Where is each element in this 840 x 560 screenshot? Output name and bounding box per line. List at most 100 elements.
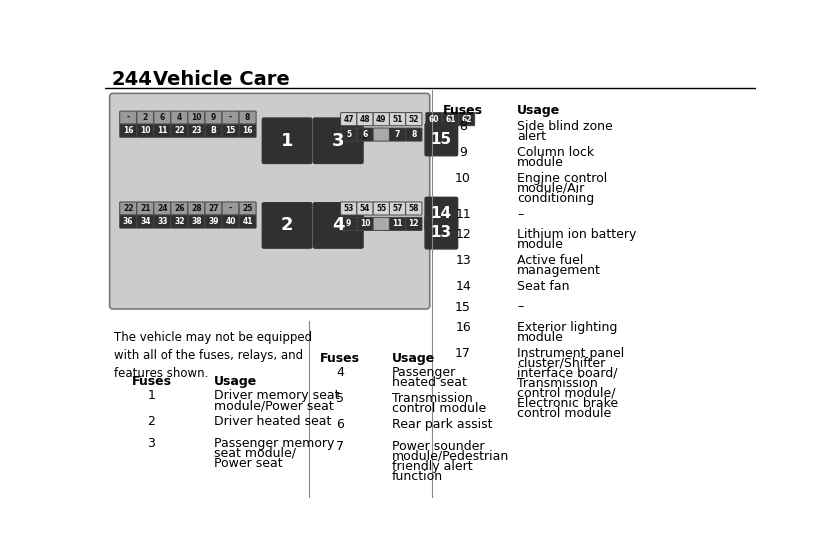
Text: 52: 52 xyxy=(408,115,419,124)
Text: 15: 15 xyxy=(431,132,452,147)
Text: conditioning: conditioning xyxy=(517,192,595,205)
FancyBboxPatch shape xyxy=(357,128,373,141)
FancyBboxPatch shape xyxy=(205,111,222,124)
Text: Passenger: Passenger xyxy=(391,366,456,379)
Text: 3: 3 xyxy=(332,132,344,150)
Text: 58: 58 xyxy=(408,204,419,213)
FancyBboxPatch shape xyxy=(120,111,137,124)
Text: Usage: Usage xyxy=(517,104,560,117)
Text: Vehicle Care: Vehicle Care xyxy=(153,70,290,89)
Text: 14: 14 xyxy=(455,281,471,293)
FancyBboxPatch shape xyxy=(188,111,205,124)
FancyBboxPatch shape xyxy=(171,215,188,228)
FancyBboxPatch shape xyxy=(390,202,406,215)
Text: 62: 62 xyxy=(461,115,472,124)
Text: Fuses: Fuses xyxy=(320,352,360,365)
FancyBboxPatch shape xyxy=(188,202,205,215)
Text: 36: 36 xyxy=(123,217,134,226)
Text: 244: 244 xyxy=(111,70,152,89)
Text: 5: 5 xyxy=(336,392,344,405)
FancyBboxPatch shape xyxy=(239,124,256,137)
Text: 4: 4 xyxy=(336,366,344,379)
FancyBboxPatch shape xyxy=(357,202,373,215)
Text: –: – xyxy=(517,301,523,314)
Text: 23: 23 xyxy=(192,126,202,135)
Text: control module: control module xyxy=(391,402,486,415)
Text: 43: 43 xyxy=(364,131,369,139)
Text: Engine control: Engine control xyxy=(517,172,607,185)
Text: 9: 9 xyxy=(346,220,351,228)
Text: 49: 49 xyxy=(376,115,386,124)
FancyBboxPatch shape xyxy=(340,217,357,230)
FancyBboxPatch shape xyxy=(222,202,239,215)
Text: -: - xyxy=(229,113,232,122)
FancyBboxPatch shape xyxy=(120,124,137,137)
FancyBboxPatch shape xyxy=(313,118,363,164)
Text: 7: 7 xyxy=(336,440,344,453)
Text: 32: 32 xyxy=(174,217,185,226)
Text: 16: 16 xyxy=(243,126,253,135)
Text: 47: 47 xyxy=(344,115,354,124)
FancyBboxPatch shape xyxy=(390,217,406,230)
FancyBboxPatch shape xyxy=(205,124,222,137)
FancyBboxPatch shape xyxy=(262,203,312,248)
Text: 53: 53 xyxy=(344,204,354,213)
Text: -: - xyxy=(229,204,232,213)
FancyBboxPatch shape xyxy=(357,113,373,125)
Text: Lithium ion battery: Lithium ion battery xyxy=(517,228,637,241)
Text: 28: 28 xyxy=(192,204,202,213)
Text: interface board/: interface board/ xyxy=(517,367,617,380)
Text: 7: 7 xyxy=(395,130,400,139)
Text: friendly alert: friendly alert xyxy=(391,460,472,473)
FancyBboxPatch shape xyxy=(154,111,171,124)
Text: 2: 2 xyxy=(143,113,148,122)
Text: 27: 27 xyxy=(208,204,218,213)
Text: module/Pedestrian: module/Pedestrian xyxy=(391,450,509,463)
FancyBboxPatch shape xyxy=(373,128,390,141)
Text: 38: 38 xyxy=(192,217,202,226)
Text: module: module xyxy=(517,156,564,169)
Text: Usage: Usage xyxy=(213,375,257,388)
FancyBboxPatch shape xyxy=(262,118,312,164)
Text: Power sounder: Power sounder xyxy=(391,440,484,453)
Text: 8: 8 xyxy=(459,119,467,133)
FancyBboxPatch shape xyxy=(137,215,154,228)
FancyBboxPatch shape xyxy=(222,111,239,124)
FancyBboxPatch shape xyxy=(137,111,154,124)
Text: cluster/Shifter: cluster/Shifter xyxy=(517,357,606,370)
FancyBboxPatch shape xyxy=(357,217,373,230)
FancyBboxPatch shape xyxy=(154,124,171,137)
FancyBboxPatch shape xyxy=(426,113,442,125)
Text: 24: 24 xyxy=(157,204,168,213)
Text: module/Air: module/Air xyxy=(517,182,585,195)
Text: heated seat: heated seat xyxy=(391,376,467,389)
FancyBboxPatch shape xyxy=(406,113,422,125)
Text: 10: 10 xyxy=(360,220,370,228)
Text: Transmission: Transmission xyxy=(517,377,598,390)
FancyBboxPatch shape xyxy=(425,123,458,156)
Text: 41: 41 xyxy=(243,217,253,226)
Text: 21: 21 xyxy=(140,204,150,213)
Text: Side blind zone: Side blind zone xyxy=(517,119,613,133)
Text: 60: 60 xyxy=(428,115,439,124)
Text: 2: 2 xyxy=(281,216,293,235)
Text: 25: 25 xyxy=(243,204,253,213)
FancyBboxPatch shape xyxy=(373,217,390,230)
FancyBboxPatch shape xyxy=(171,111,188,124)
Text: Fuses: Fuses xyxy=(443,104,483,117)
Text: 39: 39 xyxy=(208,217,218,226)
Text: Passenger memory: Passenger memory xyxy=(213,437,333,450)
Text: module: module xyxy=(517,330,564,343)
Text: 10: 10 xyxy=(192,113,202,122)
Text: 6: 6 xyxy=(336,418,344,431)
FancyBboxPatch shape xyxy=(373,113,390,125)
FancyBboxPatch shape xyxy=(390,113,406,125)
Text: 13: 13 xyxy=(455,254,471,267)
Text: function: function xyxy=(391,470,443,483)
Text: 4: 4 xyxy=(176,113,182,122)
Text: 3: 3 xyxy=(148,437,155,450)
Text: Fuses: Fuses xyxy=(132,375,171,388)
FancyBboxPatch shape xyxy=(137,124,154,137)
Text: 13: 13 xyxy=(431,225,452,240)
FancyBboxPatch shape xyxy=(120,202,137,215)
